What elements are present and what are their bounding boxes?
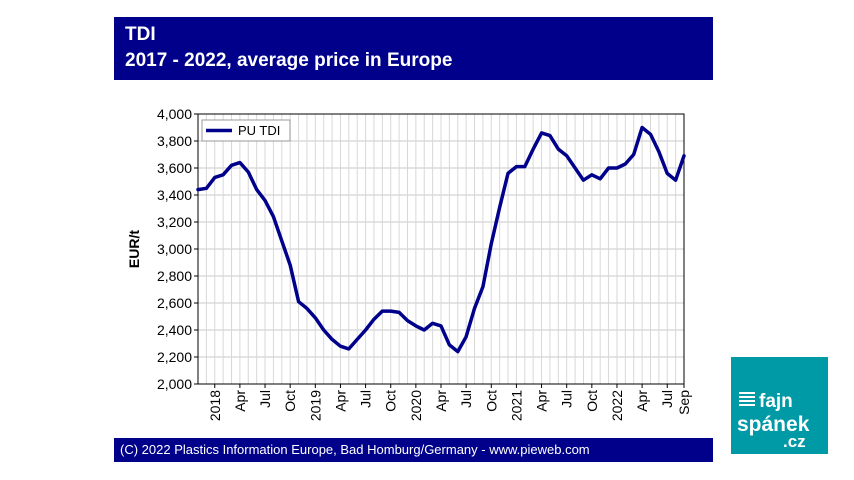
grid-layer (198, 113, 684, 385)
y-tick-label: 2,000 (157, 376, 192, 392)
footer-copyright: (C) 2022 Plastics Information Europe, Ba… (120, 442, 590, 457)
x-tick-label: Jul (659, 390, 675, 408)
y-tick-label: 2,400 (157, 322, 192, 338)
x-tick-label: Jul (559, 390, 575, 408)
y-tick-label: 3,600 (157, 160, 192, 176)
x-tick-label: Jul (257, 390, 273, 408)
x-tick-label: Apr (232, 390, 248, 412)
x-tick-label: Jul (358, 390, 374, 408)
x-tick-label: Apr (534, 390, 550, 412)
chart-panel: 2,000 2,200 2,400 2,600 2,800 3,000 3,200 3,400… (114, 86, 713, 436)
x-axis-ticks: 2018 Apr Jul Oct 2019 Apr Jul Oct 2020 Apr Jul Oct 2… (207, 384, 692, 421)
y-tick-label: 3,800 (157, 133, 192, 149)
y-tick-label: 3,400 (157, 187, 192, 203)
x-tick-label: Oct (483, 390, 499, 412)
x-tick-label: Apr (433, 390, 449, 412)
x-tick-label: 2018 (207, 390, 223, 421)
y-tick-label: 3,200 (157, 214, 192, 230)
logo-line-3: .cz (783, 432, 806, 452)
x-tick-label: Sep (676, 390, 692, 415)
footer-bar: (C) 2022 Plastics Information Europe, Ba… (114, 438, 713, 462)
x-tick-label: 2022 (609, 390, 625, 421)
y-axis-label: EUR/t (126, 230, 142, 268)
chart-subtitle: 2017 - 2022, average price in Europe (125, 50, 453, 71)
chart-svg: 2,000 2,200 2,400 2,600 2,800 3,000 3,200 3,400… (126, 106, 692, 421)
x-tick-label: Oct (383, 390, 399, 412)
x-tick-label: Apr (332, 390, 348, 412)
x-tick-label: Oct (282, 390, 298, 412)
legend-label: PU TDI (238, 123, 280, 138)
sheet-lines-icon (739, 392, 755, 406)
y-tick-label: 2,600 (157, 295, 192, 311)
x-tick-label: Apr (634, 390, 650, 412)
y-tick-label: 3,000 (157, 241, 192, 257)
chart-header: TDI 2017 - 2022, average price in Europe (114, 17, 713, 80)
y-axis-ticks: 2,000 2,200 2,400 2,600 2,800 3,000 3,200 3,400… (157, 106, 198, 392)
chart-title: TDI (125, 24, 156, 45)
x-tick-label: 2021 (508, 390, 524, 421)
legend-box (201, 119, 291, 142)
logo-word-fajn: fajn (759, 391, 793, 412)
x-tick-label: 2020 (408, 390, 424, 421)
logo-line-1: fajn (759, 391, 793, 413)
logo-line-2: spánek (737, 413, 809, 437)
y-tick-label: 4,000 (157, 106, 192, 122)
legend: PU TDI (201, 119, 291, 142)
fajnspanek-logo[interactable]: fajn spánek .cz (731, 357, 828, 454)
y-tick-label: 2,200 (157, 349, 192, 365)
x-tick-label: 2019 (307, 390, 323, 421)
x-tick-label: Jul (458, 390, 474, 408)
logo-word-spanek: spánek (737, 413, 810, 436)
y-tick-label: 2,800 (157, 268, 192, 284)
logo-tld: .cz (783, 432, 806, 451)
series-line-pu-tdi (196, 125, 686, 354)
x-tick-label: Oct (584, 390, 600, 412)
